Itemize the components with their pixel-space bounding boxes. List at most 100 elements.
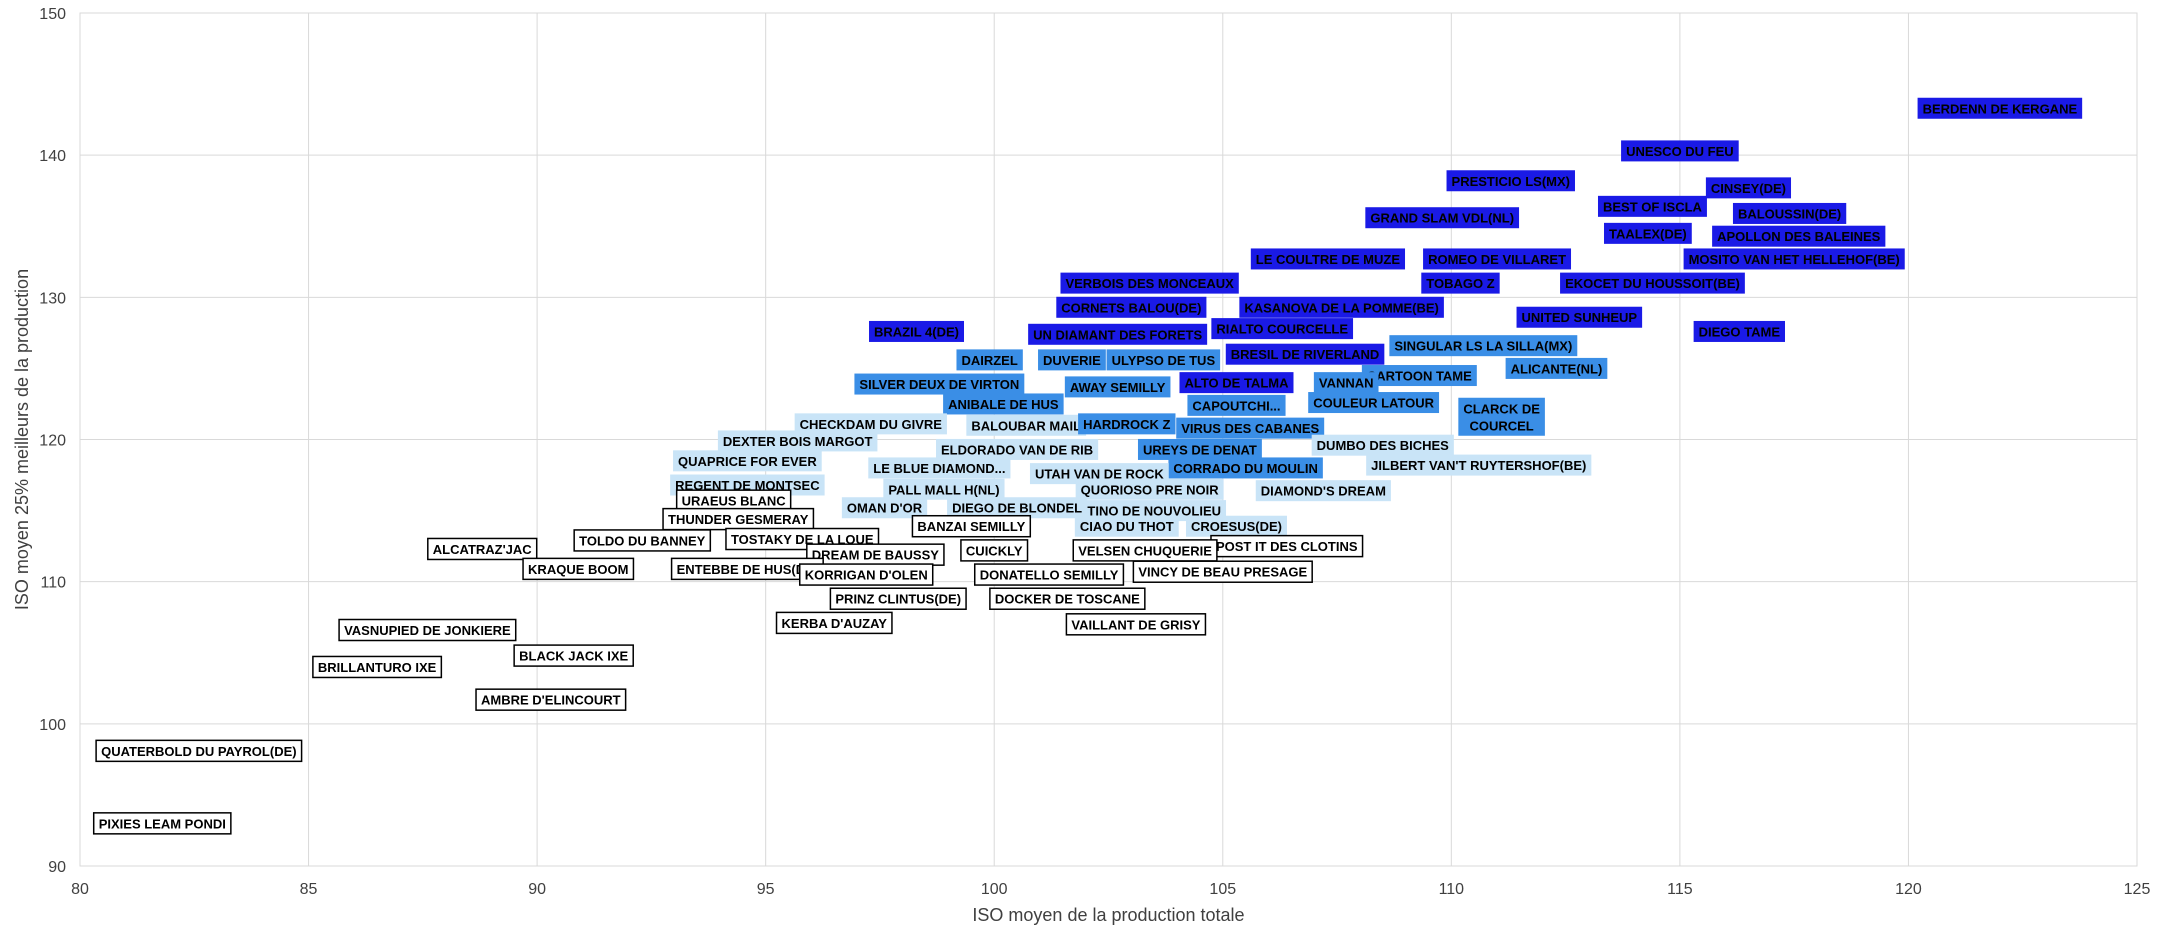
data-label-box	[1597, 195, 1707, 217]
data-label: BALOUSSIN(DE)	[1732, 202, 1847, 224]
data-label: APOLLON DES BALEINES	[1712, 225, 1886, 247]
data-label-text: DIAMOND'S DREAM	[1261, 484, 1386, 499]
data-label: KORRIGAN D'OLEN	[798, 563, 934, 586]
data-label: VERBOIS DES MONCEAUX	[1060, 272, 1239, 294]
data-label-text: BRESIL DE RIVERLAND	[1231, 347, 1380, 362]
data-label-box	[869, 320, 965, 342]
data-label: VINCY DE BEAU PRESAGE	[1132, 560, 1313, 583]
y-axis-title: ISO moyen 25% meilleurs de la production	[12, 269, 32, 610]
data-label: RIALTO COURCELLE	[1211, 318, 1354, 340]
y-tick-label: 110	[40, 575, 66, 592]
data-label-text: GRAND SLAM VDL(NL)	[1370, 211, 1514, 226]
data-label: BANZAI SEMILLY	[911, 514, 1032, 538]
data-label: BRESIL DE RIVERLAND	[1225, 343, 1385, 365]
data-label-box	[1132, 560, 1313, 583]
data-label-box	[947, 497, 1088, 519]
data-label-box	[1308, 392, 1440, 414]
data-label-text: BEST OF ISCLA	[1603, 199, 1703, 214]
data-label-box	[1917, 97, 2083, 119]
data-label-box	[1028, 323, 1208, 345]
data-label: CINSEY(DE)	[1705, 177, 1792, 199]
data-label-box	[1366, 454, 1592, 476]
data-label: PRINZ CLINTUS(DE)	[829, 587, 967, 610]
data-label-box	[1185, 515, 1287, 537]
data-label-box	[854, 373, 1025, 395]
data-label-box	[1060, 272, 1239, 294]
data-label-box	[312, 655, 443, 679]
data-label-text: BRILLANTURO IXE	[318, 660, 437, 675]
data-label: CORNETS BALOU(DE)	[1056, 296, 1207, 318]
data-label-box	[1712, 225, 1886, 247]
data-label: CHECKDAM DU GIVRE	[794, 413, 947, 435]
data-label-text: DEXTER BOIS MARGOT	[723, 434, 873, 449]
data-label-box	[973, 563, 1125, 586]
data-label-box	[1074, 515, 1179, 537]
data-label-text: VAILLANT DE GRISY	[1071, 617, 1200, 632]
data-label-text: CARTOON TAME	[1367, 369, 1472, 384]
data-label-text: AWAY SEMILLY	[1070, 380, 1166, 395]
data-label: HARDROCK Z	[1078, 413, 1176, 435]
data-label: TOLDO DU BANNEY	[573, 529, 712, 552]
data-label-text: BERDENN DE KERGANE	[1923, 101, 2078, 116]
data-label: KASANOVA DE LA POMME(BE)	[1239, 296, 1444, 318]
data-label-box	[513, 644, 634, 667]
x-tick-label: 85	[300, 881, 318, 898]
data-label: DOCKER DE TOSCANE	[989, 587, 1146, 610]
data-label-box	[943, 393, 1064, 415]
data-label-text: UREYS DE DENAT	[1143, 442, 1257, 457]
data-label-text: BLACK JACK IXE	[519, 649, 628, 664]
data-label-text: EKOCET DU HOUSSOIT(BE)	[1565, 276, 1740, 291]
data-label-text: CORNETS BALOU(DE)	[1061, 300, 1201, 315]
data-label: BERDENN DE KERGANE	[1917, 97, 2083, 119]
data-label-text: DONATELLO SEMILLY	[980, 568, 1119, 583]
data-label: MOSITO VAN HET HELLEHOF(BE)	[1683, 248, 1905, 270]
data-label-box	[868, 457, 1011, 479]
data-label-text: THUNDER GESMERAY	[668, 512, 809, 527]
data-label-text: ANIBALE DE HUS	[948, 397, 1059, 412]
data-label: DIAMOND'S DREAM	[1255, 480, 1391, 502]
data-label-box	[1137, 438, 1262, 460]
data-label: AMBRE D'ELINCOURT	[475, 688, 627, 711]
data-label: DIEGO DE BLONDEL	[947, 497, 1088, 519]
data-label-box	[956, 349, 1023, 371]
data-label-box	[1075, 478, 1224, 500]
data-label-text: DIEGO TAME	[1699, 324, 1781, 339]
data-label-box	[960, 539, 1029, 562]
data-label-text: LE BLUE DIAMOND...	[873, 461, 1005, 476]
data-label: TAALEX(DE)	[1604, 222, 1692, 244]
data-label-text: JILBERT VAN'T RUYTERSHOF(BE)	[1371, 458, 1586, 473]
data-label-text: BANZAI SEMILLY	[917, 519, 1025, 534]
data-label-box	[1693, 320, 1786, 342]
data-label: LE COULTRE DE MUZE	[1250, 248, 1406, 270]
data-label-box	[989, 587, 1146, 610]
data-label-box	[798, 563, 934, 586]
x-tick-label: 95	[757, 881, 775, 898]
data-label-text: KASANOVA DE LA POMME(BE)	[1244, 300, 1439, 315]
data-label-text: QUORIOSO PRE NOIR	[1081, 482, 1220, 497]
data-label-text: UNESCO DU FEU	[1626, 144, 1734, 159]
data-label: UNESCO DU FEU	[1621, 140, 1739, 162]
data-label-text: KERBA D'AUZAY	[782, 616, 888, 631]
x-tick-label: 100	[981, 881, 1008, 898]
data-label-box	[841, 497, 928, 519]
gridlines	[79, 12, 2138, 867]
data-label: VASNUPIED DE JONKIERE	[338, 618, 517, 642]
data-label-box	[1078, 413, 1176, 435]
x-tick-label: 115	[1667, 881, 1693, 898]
data-label-box	[673, 450, 822, 472]
data-label: ENTEBBE DE HUS(DE)	[670, 557, 824, 581]
data-label-box	[911, 514, 1032, 538]
data-label-text: ENTEBBE DE HUS(DE)	[677, 562, 819, 577]
data-label-box	[829, 587, 967, 610]
data-label: UREYS DE DENAT	[1137, 438, 1262, 460]
data-label-text: POST IT DES CLOTINS	[1216, 539, 1358, 554]
data-label-text: QUAPRICE FOR EVER	[678, 454, 817, 469]
x-tick-label: 80	[71, 881, 89, 898]
data-label-text: CROESUS(DE)	[1191, 519, 1282, 534]
data-label-box	[1621, 140, 1739, 162]
data-label-text: KORRIGAN D'OLEN	[805, 568, 928, 583]
data-label-text: CLARCK DE COURCEL	[1463, 401, 1540, 433]
data-label-text: PALL MALL H(NL)	[888, 482, 999, 497]
data-label-text: KRAQUE BOOM	[528, 562, 628, 577]
data-label: VAILLANT DE GRISY	[1065, 613, 1207, 636]
